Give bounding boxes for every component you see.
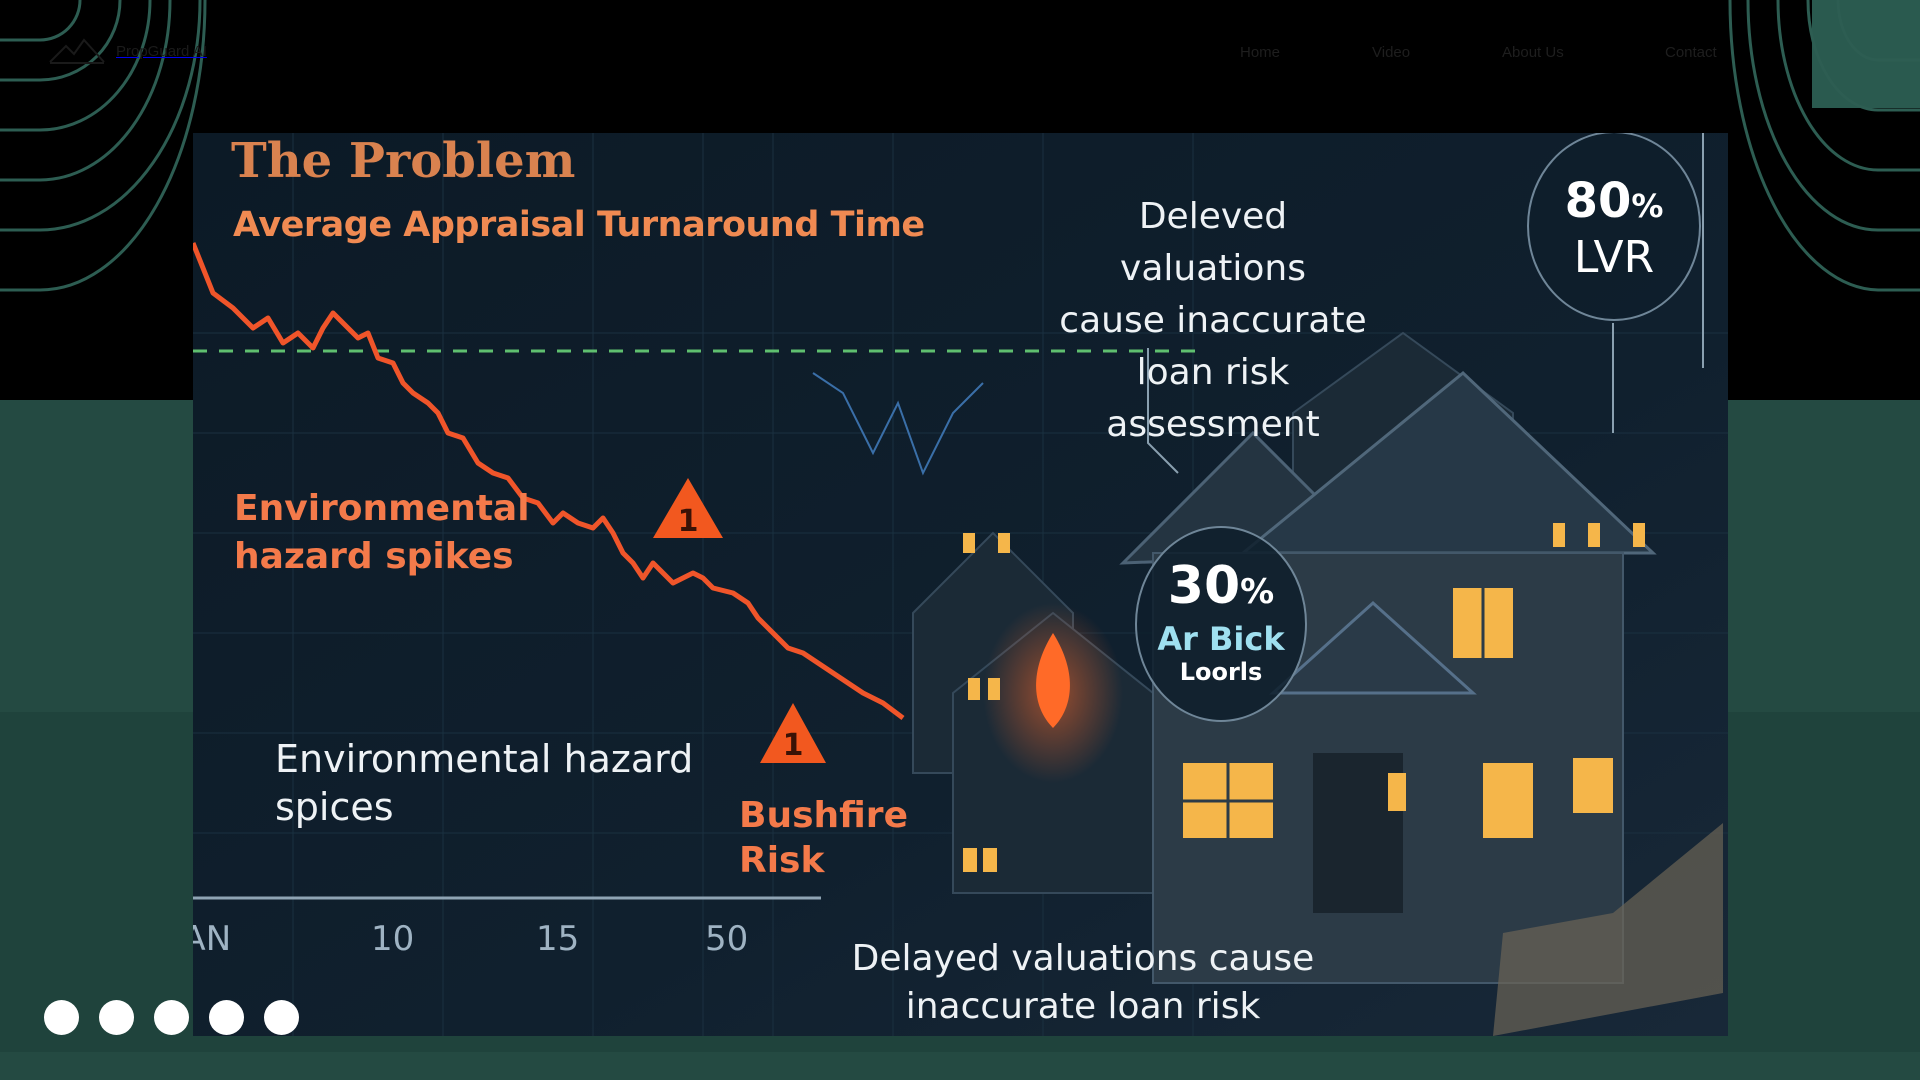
slide-subtitle: Average Appraisal Turnaround Time <box>233 205 925 245</box>
callout-top-line: Deleved valuations <box>1120 196 1306 289</box>
nav-link-home[interactable]: Home <box>1240 44 1281 61</box>
carousel-dot-5[interactable] <box>264 1000 299 1035</box>
lvr-label: LVR <box>1573 232 1655 283</box>
hazard-spikes-label: Environmental hazard spikes <box>234 488 530 577</box>
slide-illustration: 1 1 <box>193 133 1728 1036</box>
slide-title: The Problem <box>231 133 576 189</box>
corner-accent-block <box>1812 0 1920 108</box>
nav-link-about-us[interactable]: About Us <box>1502 44 1564 61</box>
risk-badge: 30% Ar Bick Loorls <box>1135 526 1307 722</box>
mountain-logo-icon <box>49 38 105 64</box>
brand-name: PropGuard AI <box>116 42 207 60</box>
hazard-spices-label: Environmental hazard spices <box>275 737 694 829</box>
nav-link-contact[interactable]: Contact <box>1665 44 1717 61</box>
carousel-dot-3[interactable] <box>154 1000 189 1035</box>
bushfire-risk-label: Bushfire Risk <box>739 795 908 881</box>
axis-tick: 15 <box>536 919 580 959</box>
axis-tick: 10 <box>371 919 415 959</box>
callout-top: Deleved valuations cause inaccurate loan… <box>1048 191 1378 451</box>
carousel-dots <box>44 1000 299 1035</box>
hero-slide-image: 1 1 <box>193 133 1728 1036</box>
axis-tick: JAN <box>193 919 232 959</box>
lvr-badge: 80% LVR <box>1527 133 1701 321</box>
svg-text:1: 1 <box>678 504 699 539</box>
callout-bottom: Delayed valuations cause inaccurate loan… <box>851 938 1315 1036</box>
carousel-dot-4[interactable] <box>209 1000 244 1035</box>
callout-top-line: cause inaccurate <box>1059 300 1367 341</box>
decorative-arcs-left <box>0 0 207 292</box>
axis-tick: 50 <box>705 919 749 959</box>
carousel-dot-1[interactable] <box>44 1000 79 1035</box>
top-navigation: PropGuard AI Home Video About Us Contact <box>0 0 1920 108</box>
callout-top-line: loan risk assessment <box>1106 352 1320 445</box>
brand-logo-link[interactable]: PropGuard AI <box>48 36 207 66</box>
svg-text:1: 1 <box>783 728 804 763</box>
nav-link-video[interactable]: Video <box>1372 44 1411 61</box>
decorative-arcs-right <box>1728 0 1920 292</box>
carousel-dot-2[interactable] <box>99 1000 134 1035</box>
